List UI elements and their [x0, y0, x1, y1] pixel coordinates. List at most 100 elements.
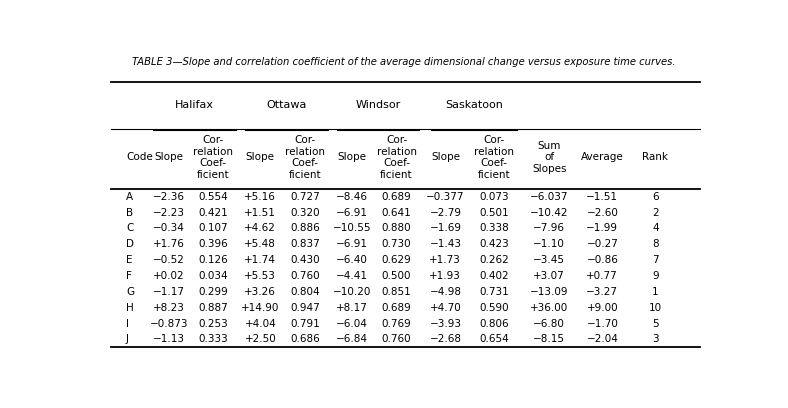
Text: −6.04: −6.04: [336, 319, 368, 328]
Text: 3: 3: [652, 335, 659, 344]
Text: 0.727: 0.727: [290, 192, 320, 202]
Text: +0.77: +0.77: [586, 271, 619, 281]
Text: 0.338: 0.338: [479, 224, 509, 233]
Text: −0.52: −0.52: [153, 255, 184, 265]
Text: Code: Code: [126, 152, 153, 162]
Text: 0.402: 0.402: [479, 271, 509, 281]
Text: +8.17: +8.17: [336, 303, 368, 313]
Text: 4: 4: [652, 224, 659, 233]
Text: −2.04: −2.04: [586, 335, 619, 344]
Text: 0.554: 0.554: [199, 192, 229, 202]
Text: Rank: Rank: [642, 152, 668, 162]
Text: A: A: [126, 192, 133, 202]
Text: −10.55: −10.55: [333, 224, 371, 233]
Text: 0.107: 0.107: [199, 224, 228, 233]
Text: Slope: Slope: [246, 152, 275, 162]
Text: +5.48: +5.48: [244, 239, 277, 249]
Text: Cor-
relation
Coef-
ficient: Cor- relation Coef- ficient: [285, 135, 325, 180]
Text: 1: 1: [652, 287, 659, 297]
Text: 0.262: 0.262: [479, 255, 509, 265]
Text: 8: 8: [652, 239, 659, 249]
Text: 0.730: 0.730: [381, 239, 411, 249]
Text: 9: 9: [652, 271, 659, 281]
Text: 0.791: 0.791: [290, 319, 320, 328]
Text: 5: 5: [652, 319, 659, 328]
Text: +4.62: +4.62: [244, 224, 277, 233]
Text: +9.00: +9.00: [586, 303, 618, 313]
Text: 7: 7: [652, 255, 659, 265]
Text: Slope: Slope: [154, 152, 184, 162]
Text: G: G: [126, 287, 134, 297]
Text: Saskatoon: Saskatoon: [445, 100, 503, 110]
Text: Halifax: Halifax: [175, 100, 214, 110]
Text: 0.396: 0.396: [199, 239, 229, 249]
Text: −1.10: −1.10: [533, 239, 565, 249]
Text: Slope: Slope: [337, 152, 366, 162]
Text: −6.91: −6.91: [336, 208, 368, 217]
Text: Slope: Slope: [431, 152, 460, 162]
Text: 0.887: 0.887: [199, 303, 229, 313]
Text: 0.333: 0.333: [199, 335, 229, 344]
Text: +5.53: +5.53: [244, 271, 277, 281]
Text: 0.423: 0.423: [479, 239, 509, 249]
Text: 0.320: 0.320: [290, 208, 320, 217]
Text: 0.073: 0.073: [479, 192, 509, 202]
Text: 0.686: 0.686: [290, 335, 320, 344]
Text: −1.51: −1.51: [586, 192, 619, 202]
Text: I: I: [126, 319, 129, 328]
Text: −6.84: −6.84: [336, 335, 368, 344]
Text: Sum
of
Slopes: Sum of Slopes: [532, 141, 567, 174]
Text: 0.689: 0.689: [381, 303, 411, 313]
Text: 0.034: 0.034: [199, 271, 228, 281]
Text: 0.804: 0.804: [290, 287, 320, 297]
Text: 0.299: 0.299: [199, 287, 229, 297]
Text: −7.96: −7.96: [533, 224, 565, 233]
Text: 0.731: 0.731: [479, 287, 509, 297]
Text: 0.837: 0.837: [290, 239, 320, 249]
Text: 0.430: 0.430: [290, 255, 320, 265]
Text: −1.99: −1.99: [586, 224, 619, 233]
Text: +1.51: +1.51: [244, 208, 277, 217]
Text: −2.36: −2.36: [153, 192, 184, 202]
Text: −10.42: −10.42: [530, 208, 568, 217]
Text: 0.590: 0.590: [479, 303, 509, 313]
Text: −13.09: −13.09: [530, 287, 568, 297]
Text: +1.74: +1.74: [244, 255, 277, 265]
Text: −6.80: −6.80: [533, 319, 565, 328]
Text: 0.760: 0.760: [381, 335, 411, 344]
Text: 10: 10: [649, 303, 662, 313]
Text: Cor-
relation
Coef-
ficient: Cor- relation Coef- ficient: [474, 135, 515, 180]
Text: 0.886: 0.886: [290, 224, 320, 233]
Text: −6.037: −6.037: [530, 192, 568, 202]
Text: B: B: [126, 208, 133, 217]
Text: Average: Average: [581, 152, 624, 162]
Text: 0.760: 0.760: [290, 271, 320, 281]
Text: +1.73: +1.73: [429, 255, 461, 265]
Text: +3.07: +3.07: [533, 271, 565, 281]
Text: Windsor: Windsor: [355, 100, 400, 110]
Text: −8.46: −8.46: [336, 192, 368, 202]
Text: −1.17: −1.17: [153, 287, 184, 297]
Text: +2.50: +2.50: [244, 335, 277, 344]
Text: 0.641: 0.641: [381, 208, 411, 217]
Text: −2.23: −2.23: [153, 208, 184, 217]
Text: 6: 6: [652, 192, 659, 202]
Text: +4.04: +4.04: [244, 319, 277, 328]
Text: −3.93: −3.93: [429, 319, 462, 328]
Text: −1.70: −1.70: [586, 319, 619, 328]
Text: −0.873: −0.873: [150, 319, 188, 328]
Text: +1.76: +1.76: [153, 239, 184, 249]
Text: −4.41: −4.41: [336, 271, 368, 281]
Text: −0.27: −0.27: [586, 239, 619, 249]
Text: −0.86: −0.86: [586, 255, 619, 265]
Text: E: E: [126, 255, 132, 265]
Text: +14.90: +14.90: [241, 303, 280, 313]
Text: 0.806: 0.806: [479, 319, 509, 328]
Text: 0.769: 0.769: [381, 319, 411, 328]
Text: 0.253: 0.253: [199, 319, 229, 328]
Text: J: J: [126, 335, 129, 344]
Text: 0.654: 0.654: [479, 335, 509, 344]
Text: 0.500: 0.500: [381, 271, 411, 281]
Text: +0.02: +0.02: [153, 271, 184, 281]
Text: +36.00: +36.00: [530, 303, 568, 313]
